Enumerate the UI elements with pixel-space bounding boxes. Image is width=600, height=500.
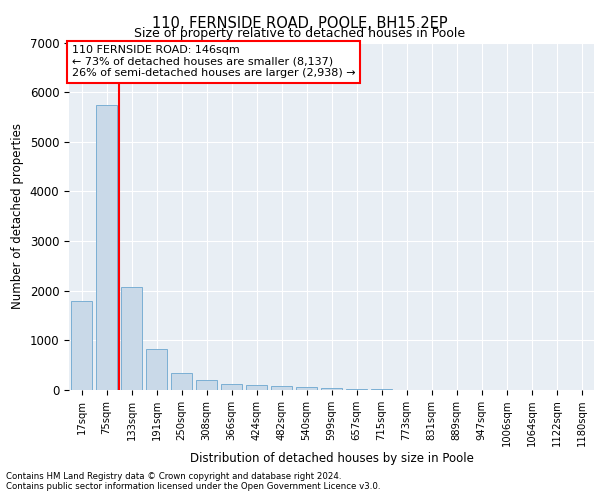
Text: Contains public sector information licensed under the Open Government Licence v3: Contains public sector information licen…	[6, 482, 380, 491]
Text: 110, FERNSIDE ROAD, POOLE, BH15 2EP: 110, FERNSIDE ROAD, POOLE, BH15 2EP	[152, 16, 448, 31]
Bar	[246, 385, 267, 390]
X-axis label: Distribution of detached houses by size in Poole: Distribution of detached houses by size …	[190, 452, 473, 465]
Bar	[196, 380, 217, 390]
Bar	[71, 300, 92, 390]
Bar	[371, 389, 392, 390]
Bar	[296, 388, 317, 390]
Bar	[146, 349, 167, 390]
Bar	[271, 386, 292, 390]
Bar	[171, 373, 192, 390]
Bar	[121, 287, 142, 390]
Text: Size of property relative to detached houses in Poole: Size of property relative to detached ho…	[134, 28, 466, 40]
Bar	[96, 104, 117, 390]
Text: 110 FERNSIDE ROAD: 146sqm
← 73% of detached houses are smaller (8,137)
26% of se: 110 FERNSIDE ROAD: 146sqm ← 73% of detac…	[71, 45, 355, 78]
Bar	[346, 388, 367, 390]
Y-axis label: Number of detached properties: Number of detached properties	[11, 123, 24, 309]
Text: Contains HM Land Registry data © Crown copyright and database right 2024.: Contains HM Land Registry data © Crown c…	[6, 472, 341, 481]
Bar	[321, 388, 342, 390]
Bar	[221, 384, 242, 390]
